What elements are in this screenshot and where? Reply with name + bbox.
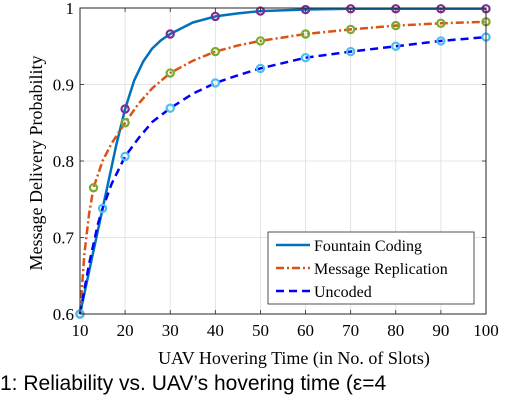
marker-uncoded [165, 103, 175, 113]
x-tick-label: 10 [72, 321, 89, 340]
marker-uncoded [300, 53, 311, 63]
x-tick-label: 20 [117, 321, 134, 340]
marker-fountain-coding [345, 4, 356, 14]
marker-message-replication [300, 29, 311, 39]
marker-message-replication [165, 68, 175, 78]
marker-uncoded [345, 46, 356, 57]
series-line-fountain-coding [78, 7, 486, 315]
y-tick-label: 0.6 [53, 305, 74, 324]
marker-fountain-coding [255, 6, 266, 16]
marker-uncoded [97, 203, 108, 214]
marker-message-replication [88, 183, 99, 193]
marker-fountain-coding [436, 4, 446, 14]
marker-message-replication [436, 18, 446, 28]
marker-fountain-coding [120, 104, 130, 114]
marker-message-replication [391, 20, 401, 31]
x-tick-label: 40 [207, 321, 224, 340]
figure-caption: 1: Reliability vs. UAV’s hovering time (… [0, 372, 387, 395]
x-tick-label: 70 [342, 321, 359, 340]
x-tick-label: 50 [252, 321, 269, 340]
x-tick-label: 60 [297, 321, 314, 340]
x-tick-label: 90 [432, 321, 449, 340]
x-tick-label: 100 [473, 321, 499, 340]
legend-label-uncoded: Uncoded [314, 284, 372, 301]
marker-uncoded [255, 63, 266, 74]
marker-fountain-coding [300, 4, 311, 15]
series-line-message-replication [78, 20, 487, 315]
legend: Fountain Coding Message Replication Unco… [267, 231, 475, 305]
axis-ticks: 10 20 30 40 50 60 70 80 90 100 0.6 0.7 0.8 0.9 1 [53, 0, 499, 340]
y-axis-label: Message Delivery Probability [26, 56, 46, 271]
marker-uncoded [210, 78, 221, 88]
marker-message-replication [210, 46, 221, 57]
marker-uncoded [436, 36, 446, 46]
y-tick-label: 0.7 [53, 229, 75, 248]
marker-fountain-coding [210, 11, 221, 22]
plot-background [0, 0, 524, 372]
marker-message-replication [255, 36, 266, 46]
marker-message-replication [345, 24, 356, 35]
x-axis-label: UAV Hovering Time (in No. of Slots) [158, 348, 430, 369]
x-tick-label: 80 [387, 321, 404, 340]
marker-uncoded [120, 151, 130, 162]
legend-label-message-replication: Message Replication [314, 261, 448, 278]
series-markers [75, 4, 491, 319]
y-tick-label: 0.8 [53, 152, 74, 171]
legend-label-fountain-coding: Fountain Coding [314, 238, 422, 255]
x-tick-label: 30 [162, 321, 179, 340]
marker-fountain-coding [391, 4, 401, 14]
y-tick-label: 0.9 [53, 76, 74, 95]
y-tick-label: 1 [66, 0, 75, 18]
marker-message-replication [120, 118, 130, 128]
delivery-probability-chart: 10 20 30 40 50 60 70 80 90 100 0.6 0.7 0.8 0.9 1 UAV H… [0, 0, 524, 372]
marker-fountain-coding [165, 29, 175, 39]
marker-uncoded [391, 41, 401, 51]
